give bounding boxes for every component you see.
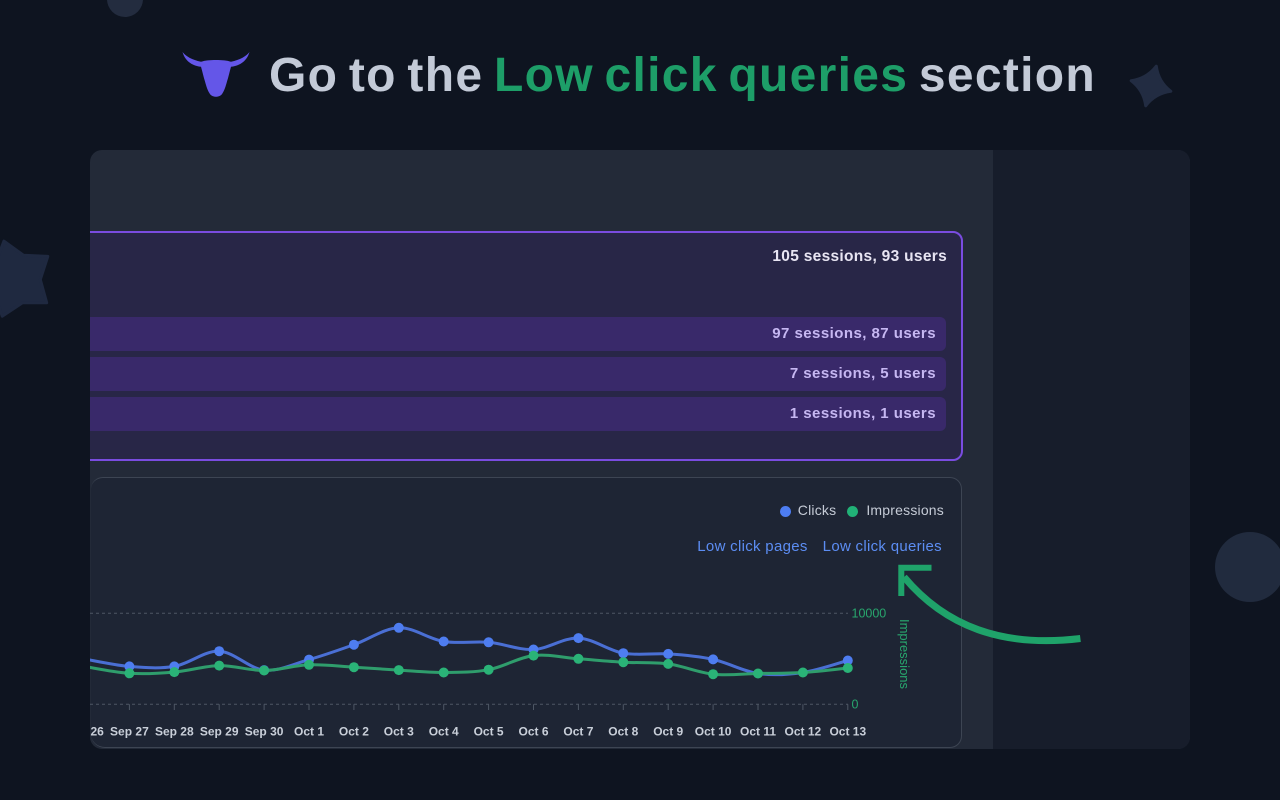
svg-text:Oct 11: Oct 11 xyxy=(740,725,776,739)
svg-text:Sep 27: Sep 27 xyxy=(110,725,149,739)
svg-text:Impressions: Impressions xyxy=(897,619,912,690)
svg-text:Sep 29: Sep 29 xyxy=(200,725,239,739)
svg-text:Oct 3: Oct 3 xyxy=(384,725,414,739)
svg-text:Oct 9: Oct 9 xyxy=(653,725,683,739)
svg-text:Oct 12: Oct 12 xyxy=(785,725,822,739)
svg-text:Oct 13: Oct 13 xyxy=(829,725,866,739)
svg-text:Oct 5: Oct 5 xyxy=(474,725,504,739)
svg-text:10000: 10000 xyxy=(852,607,887,621)
svg-text:Sep 26: Sep 26 xyxy=(90,725,104,739)
svg-text:Oct 8: Oct 8 xyxy=(608,725,638,739)
svg-text:Oct 10: Oct 10 xyxy=(695,725,732,739)
svg-text:Oct 7: Oct 7 xyxy=(563,725,593,739)
svg-text:Oct 2: Oct 2 xyxy=(339,725,369,739)
svg-text:Sep 30: Sep 30 xyxy=(245,725,284,739)
svg-text:Oct 4: Oct 4 xyxy=(429,725,459,739)
svg-text:0: 0 xyxy=(852,698,859,712)
svg-text:Oct 6: Oct 6 xyxy=(518,725,548,739)
svg-text:Oct 1: Oct 1 xyxy=(294,725,324,739)
svg-text:Sep 28: Sep 28 xyxy=(155,725,194,739)
